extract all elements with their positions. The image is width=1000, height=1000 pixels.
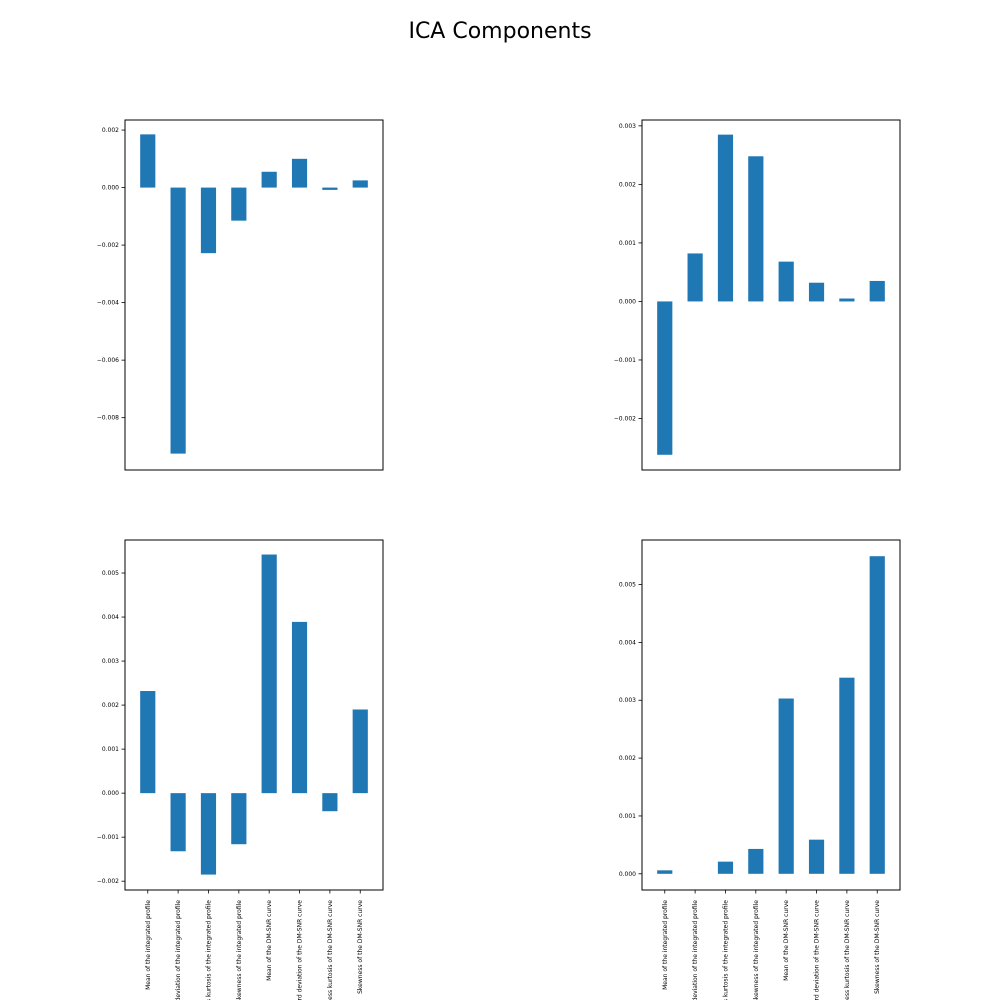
axes-frame-4	[641, 539, 901, 891]
bar-1-5	[261, 171, 277, 188]
axes-frame-3	[124, 539, 384, 891]
subplot-bottom-left: −0.002 −0.001 0.000 0.001 0.002 0.003 0.004 0.0…	[97, 539, 384, 1000]
ytick-label-3-2: −0.001	[97, 834, 119, 841]
bar-4-8	[869, 556, 885, 874]
ytick-label-2-1: −0.002	[614, 415, 636, 422]
subplot-bottom-right: 0.000 0.001 0.002 0.003 0.004 0.005 Mean of th…	[619, 539, 901, 1000]
bar-2-4	[748, 156, 764, 302]
xtick-label-3-3: Excess kurtosis of the integrated profil…	[205, 900, 212, 1000]
bar-2-8	[869, 280, 885, 302]
ytick-label-2-5: 0.002	[619, 181, 636, 188]
ytick-label-3-8: 0.005	[102, 570, 119, 577]
bar-3-3	[200, 793, 217, 875]
bar-3-8	[352, 709, 368, 794]
xtick-label-4-8: Skewness of the DM-SNR curve	[874, 900, 881, 994]
xtick-label-3-2: Standard deviation of the integrated pro…	[175, 900, 182, 1000]
xtick-label-3-1: Mean of the integrated profile	[145, 900, 152, 990]
bar-4-7	[839, 677, 855, 874]
bar-1-1	[140, 134, 156, 188]
bar-2-3	[717, 134, 734, 302]
ytick-label-3-5: 0.002	[102, 702, 119, 709]
bar-1-8	[352, 180, 368, 188]
bar-2-1	[657, 301, 673, 455]
xtick-label-4-5: Mean of the DM-SNR curve	[783, 900, 790, 981]
bar-1-3	[200, 187, 217, 254]
bar-1-6	[291, 158, 308, 188]
ytick-label-4-3: 0.002	[619, 755, 636, 762]
subplot-top-right: −0.002 −0.001 0.000 0.001 0.002 0.003	[614, 119, 901, 471]
ytick-label-4-5: 0.004	[619, 639, 636, 646]
bar-1-7	[322, 187, 338, 190]
ytick-label-4-4: 0.003	[619, 697, 636, 704]
xtick-label-4-1: Mean of the integrated profile	[662, 900, 669, 990]
xtick-label-4-7: Excess kurtosis of the DM-SNR curve	[844, 900, 851, 1000]
ytick-label-2-2: −0.001	[614, 357, 636, 364]
axes-frame-2	[641, 119, 901, 471]
xtick-label-4-2: Standard deviation of the integrated pro…	[692, 900, 699, 1000]
bar-2-6	[808, 282, 825, 302]
ytick-label-2-4: 0.001	[619, 240, 636, 247]
ytick-label-1-4: −0.002	[97, 242, 119, 249]
xtick-label-3-8: Skewness of the DM-SNR curve	[357, 900, 364, 994]
figure-title: ICA Components	[408, 19, 591, 44]
bar-4-1	[657, 870, 673, 874]
bar-4-4	[748, 848, 764, 874]
ytick-label-4-2: 0.001	[619, 813, 636, 820]
bar-3-4	[231, 793, 247, 845]
ytick-label-1-6: 0.002	[102, 127, 119, 134]
subplot-top-left: −0.008 −0.006 −0.004 −0.002 0.000 0.002	[97, 119, 384, 471]
bar-1-2	[170, 187, 186, 454]
ytick-label-3-6: 0.003	[102, 658, 119, 665]
bar-4-5	[778, 698, 794, 874]
xtick-label-3-6: Standard deviation of the DM-SNR curve	[297, 900, 304, 1000]
ytick-label-1-3: −0.004	[97, 300, 119, 307]
xtick-label-3-7: Excess kurtosis of the DM-SNR curve	[327, 900, 334, 1000]
bar-4-6	[808, 839, 825, 874]
bar-4-3	[717, 861, 734, 874]
ytick-label-4-1: 0.000	[619, 871, 636, 878]
bar-3-1	[140, 691, 156, 794]
xtick-label-3-4: Skewness of the integrated profile	[236, 900, 243, 1000]
xtick-label-4-4: Skewness of the integrated profile	[753, 900, 760, 1000]
ytick-label-2-3: 0.000	[619, 298, 636, 305]
ytick-label-1-2: −0.006	[97, 357, 119, 364]
xtick-label-3-5: Mean of the DM-SNR curve	[266, 900, 273, 981]
xtick-label-4-6: Standard deviation of the DM-SNR curve	[814, 900, 821, 1000]
bar-3-7	[322, 793, 338, 812]
bar-3-2	[170, 793, 186, 852]
bar-2-2	[687, 253, 703, 302]
ytick-label-1-1: −0.008	[97, 415, 119, 422]
ytick-label-3-4: 0.001	[102, 746, 119, 753]
ytick-label-3-3: 0.000	[102, 790, 119, 797]
ytick-label-3-1: −0.002	[97, 878, 119, 885]
ytick-label-2-6: 0.003	[619, 123, 636, 130]
axes-frame-1	[124, 119, 384, 471]
xtick-label-4-3: Excess kurtosis of the integrated profil…	[722, 900, 729, 1000]
bar-2-5	[778, 261, 794, 302]
bar-2-7	[839, 298, 855, 302]
bar-3-6	[291, 621, 308, 794]
bar-1-4	[231, 187, 247, 221]
ytick-label-3-7: 0.004	[102, 614, 119, 621]
ytick-label-1-5: 0.000	[102, 185, 119, 192]
bar-3-5	[261, 554, 277, 794]
ytick-label-4-6: 0.005	[619, 582, 636, 589]
